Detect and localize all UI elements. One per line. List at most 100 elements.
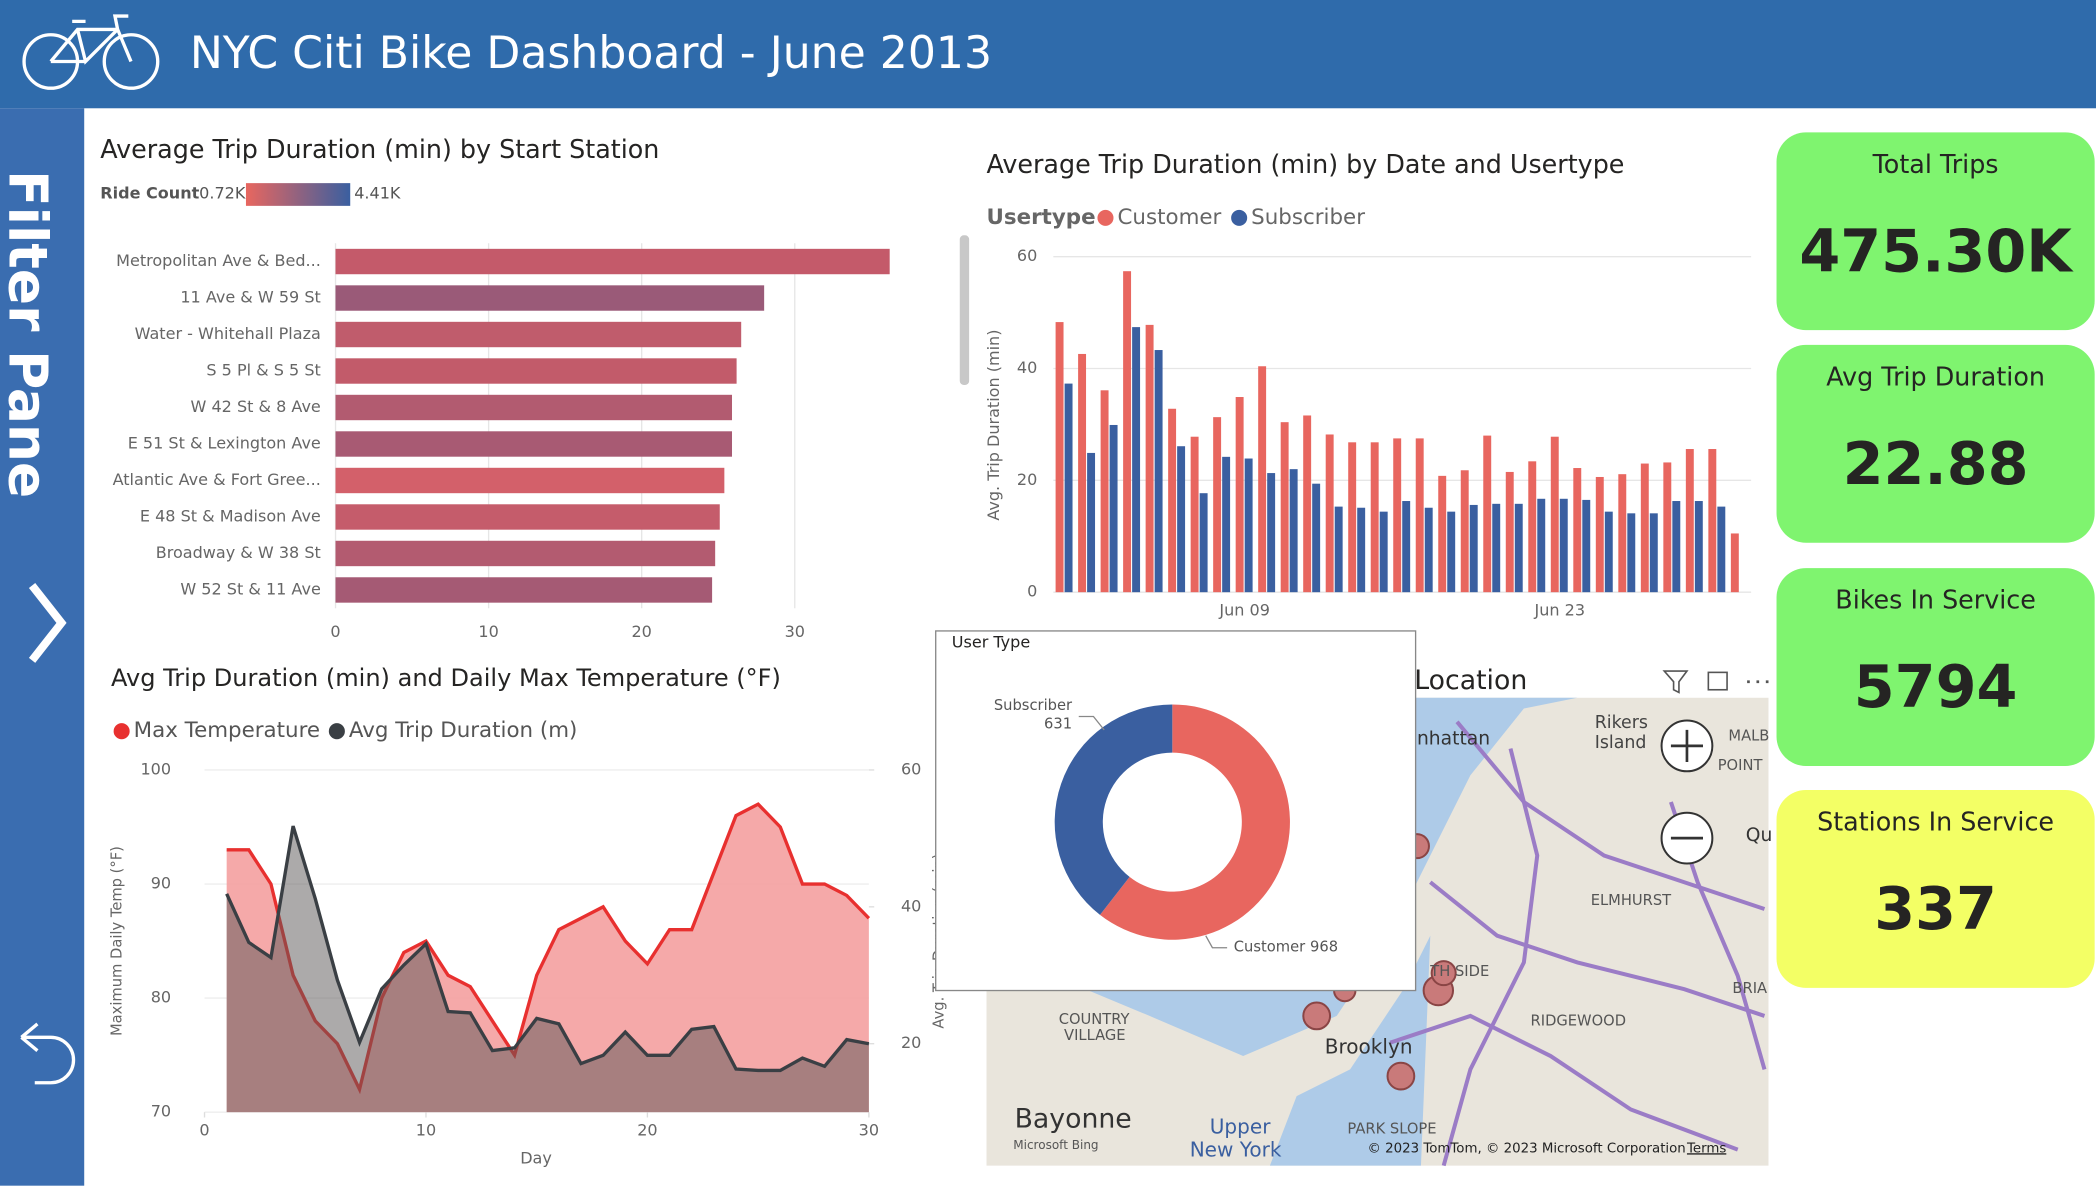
focus-icon[interactable] bbox=[1707, 671, 1728, 691]
y-tick-label: Broadway & W 38 St bbox=[156, 543, 321, 562]
column bbox=[1280, 422, 1289, 593]
area-fill bbox=[226, 826, 869, 1113]
zoom-glyphs[interactable] bbox=[1670, 729, 1703, 840]
column bbox=[1177, 446, 1186, 593]
column bbox=[1492, 503, 1501, 593]
bar bbox=[335, 394, 733, 421]
donut-segment bbox=[1054, 704, 1173, 915]
column bbox=[1334, 506, 1343, 593]
filter-icon[interactable] bbox=[1662, 670, 1689, 694]
x-tick-label: 30 bbox=[859, 1120, 879, 1139]
y2-tick-label: 60 bbox=[901, 759, 921, 778]
column bbox=[1514, 503, 1523, 593]
column bbox=[1415, 438, 1424, 593]
donut-popup: User Type Subscriber 631 Customer 968 bbox=[935, 630, 1417, 992]
column bbox=[1469, 504, 1478, 593]
column bbox=[1222, 456, 1231, 593]
column bbox=[1379, 511, 1388, 593]
column bbox=[1640, 463, 1649, 593]
y-axis-label: Maximum Daily Temp (°F) bbox=[109, 846, 126, 1036]
column bbox=[1424, 507, 1433, 593]
column bbox=[1573, 468, 1582, 593]
column bbox=[1145, 324, 1154, 593]
map-label: Brooklyn bbox=[1325, 1035, 1413, 1059]
y-tick-label: W 52 St & 11 Ave bbox=[180, 579, 321, 598]
back-icon[interactable] bbox=[20, 1022, 76, 1085]
filter-pane-label[interactable]: Filter Pane bbox=[0, 170, 59, 498]
column bbox=[1199, 493, 1208, 593]
legend-min: 0.72K bbox=[199, 183, 246, 202]
column bbox=[1303, 415, 1312, 593]
y-tick-label: 11 Ave & W 59 St bbox=[180, 288, 320, 307]
slice-label: Customer bbox=[1234, 939, 1306, 956]
expand-arrow[interactable] bbox=[28, 583, 67, 663]
column bbox=[1447, 511, 1456, 593]
column bbox=[1618, 474, 1627, 593]
map-label: BRIA bbox=[1732, 980, 1767, 997]
legend-marker bbox=[113, 723, 130, 740]
column bbox=[1694, 501, 1703, 593]
kpi-card bbox=[1776, 790, 2095, 988]
column bbox=[1559, 498, 1568, 593]
slice-value: 631 bbox=[1044, 716, 1072, 733]
column bbox=[1582, 499, 1591, 593]
map-label: ELMHURST bbox=[1591, 892, 1672, 909]
column bbox=[1087, 452, 1096, 593]
legend-label: Subscriber bbox=[1251, 205, 1365, 230]
x-tick-label: 10 bbox=[416, 1120, 436, 1139]
y-tick-label: W 42 St & 8 Ave bbox=[191, 397, 321, 416]
x-tick-label: 20 bbox=[637, 1120, 657, 1139]
kpi-label: Stations In Service bbox=[1817, 806, 2054, 836]
legend-label: Customer bbox=[1118, 205, 1222, 230]
column bbox=[1550, 436, 1559, 593]
kpi-value: 337 bbox=[1874, 874, 1997, 943]
popup-title: User Type bbox=[952, 632, 1031, 651]
x-tick-label: Jun 23 bbox=[1534, 600, 1586, 619]
map-label: TH SIDE bbox=[1429, 963, 1489, 980]
kpi-value: 22.88 bbox=[1843, 429, 2029, 498]
column bbox=[1604, 511, 1613, 593]
column bbox=[1055, 322, 1064, 593]
bar-chart: Average Trip Duration (min) by Start Sta… bbox=[100, 134, 890, 641]
column-chart: Average Trip Duration (min) by Date and … bbox=[984, 149, 1752, 619]
column bbox=[1064, 383, 1073, 593]
column bbox=[1267, 473, 1276, 593]
bar bbox=[335, 358, 737, 384]
legend-marker bbox=[1097, 209, 1114, 226]
column bbox=[1685, 449, 1694, 593]
column bbox=[1325, 434, 1334, 593]
y2-tick-label: 40 bbox=[901, 896, 921, 915]
y-tick-label: 90 bbox=[151, 874, 171, 893]
map-label: New York bbox=[1190, 1137, 1282, 1161]
column bbox=[1154, 350, 1163, 593]
x-tick-label: 0 bbox=[199, 1120, 209, 1139]
y-axis-label: Avg. Trip Duration (min) bbox=[984, 330, 1003, 521]
bar bbox=[335, 467, 725, 494]
column bbox=[1505, 471, 1514, 593]
y-tick-label: E 51 St & Lexington Ave bbox=[128, 433, 321, 452]
column bbox=[1190, 436, 1199, 593]
chart-title: Avg Trip Duration (min) and Daily Max Te… bbox=[111, 664, 781, 692]
map-label: Bayonne bbox=[1015, 1104, 1132, 1135]
column bbox=[1357, 507, 1366, 593]
kpi-value: 5794 bbox=[1854, 652, 2018, 721]
column bbox=[1123, 271, 1132, 593]
map-label: POINT bbox=[1718, 757, 1764, 774]
column bbox=[1370, 442, 1379, 593]
y-tick-label: 80 bbox=[151, 988, 171, 1007]
y-tick-label: Metropolitan Ave & Bed... bbox=[116, 251, 321, 270]
map-label: PARK SLOPE bbox=[1347, 1121, 1436, 1138]
column bbox=[1235, 397, 1244, 593]
scrollbar[interactable] bbox=[959, 235, 970, 385]
y-tick-label: 100 bbox=[140, 759, 171, 778]
column bbox=[1078, 353, 1087, 593]
y-tick-label: Water - Whitehall Plaza bbox=[135, 324, 321, 343]
column bbox=[1730, 533, 1739, 593]
slice-label: Subscriber bbox=[994, 697, 1073, 714]
column bbox=[1483, 435, 1492, 593]
y-tick-label: E 48 St & Madison Ave bbox=[140, 506, 321, 525]
column bbox=[1132, 327, 1141, 593]
area-line bbox=[225, 825, 870, 1073]
